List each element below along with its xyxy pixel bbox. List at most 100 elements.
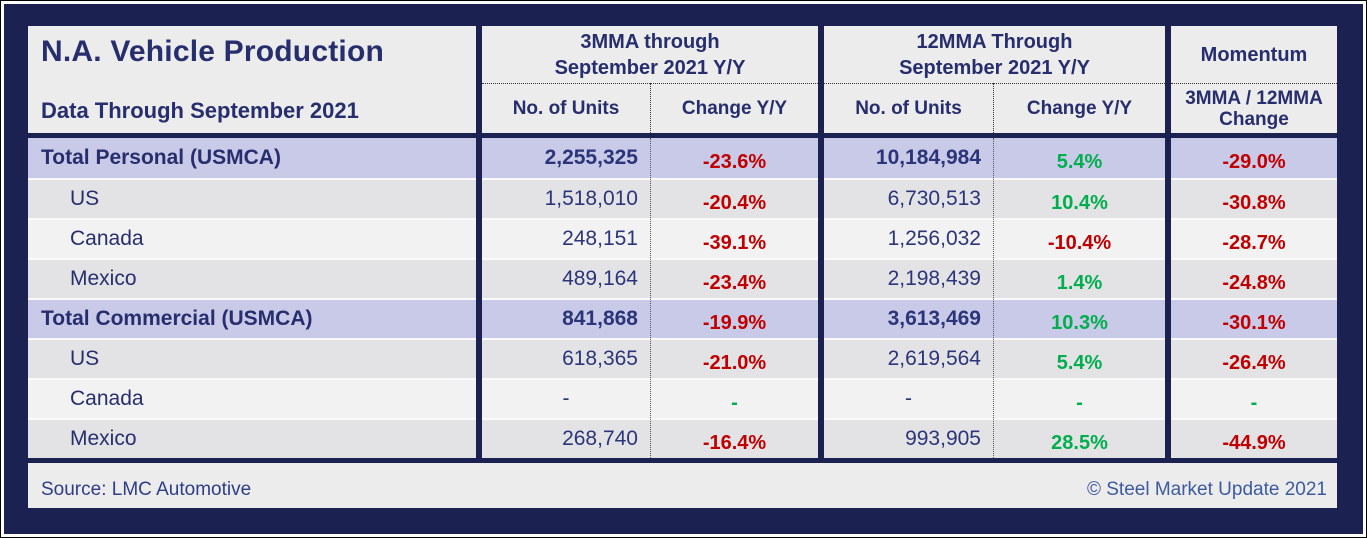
chg-3mma-cell: -23.4% bbox=[650, 258, 818, 298]
momentum-cell: - bbox=[1171, 378, 1337, 418]
momentum-cell: -29.0% bbox=[1171, 138, 1337, 178]
column-divider bbox=[1165, 138, 1171, 178]
column-divider bbox=[1165, 378, 1171, 418]
table-row: Canada 248,151 -39.1% 1,256,032 -10.4% -… bbox=[28, 218, 1337, 258]
chg-12mma-cell: 1.4% bbox=[993, 258, 1165, 298]
table-row: Canada - - - - - bbox=[28, 378, 1337, 418]
column-divider bbox=[476, 218, 482, 258]
column-divider bbox=[818, 418, 824, 458]
column-divider bbox=[1165, 178, 1171, 218]
column-divider bbox=[476, 178, 482, 218]
units-3mma-cell: 618,365 bbox=[482, 338, 650, 378]
table-footer: Source: LMC Automotive © Steel Market Up… bbox=[28, 463, 1337, 508]
column-divider bbox=[1165, 218, 1171, 258]
units-3mma-cell: 841,868 bbox=[482, 298, 650, 338]
units-12mma-cell: 10,184,984 bbox=[824, 138, 993, 178]
header-group-12mma: 12MMA Through September 2021 Y/Y bbox=[899, 30, 1090, 79]
column-divider bbox=[476, 258, 482, 298]
units-12mma-cell: 2,198,439 bbox=[824, 258, 993, 298]
column-divider bbox=[476, 338, 482, 378]
column-divider bbox=[818, 378, 824, 418]
chg-3mma-cell: -39.1% bbox=[650, 218, 818, 258]
chg-3mma-cell: -23.6% bbox=[650, 138, 818, 178]
row-label: Total Personal (USMCA) bbox=[28, 138, 476, 178]
momentum-cell: -30.1% bbox=[1171, 298, 1337, 338]
copyright-text: © Steel Market Update 2021 bbox=[1086, 479, 1327, 500]
table-row: Mexico 489,164 -23.4% 2,198,439 1.4% -24… bbox=[28, 258, 1337, 298]
units-3mma-cell: 268,740 bbox=[482, 418, 650, 458]
column-divider bbox=[818, 258, 824, 298]
table-header: N.A. Vehicle Production Data Through Sep… bbox=[28, 26, 1337, 133]
table-row: US 618,365 -21.0% 2,619,564 5.4% -26.4% bbox=[28, 338, 1337, 378]
column-divider bbox=[476, 138, 482, 178]
column-divider bbox=[476, 26, 482, 133]
momentum-cell: -26.4% bbox=[1171, 338, 1337, 378]
chg-3mma-cell: -16.4% bbox=[650, 418, 818, 458]
table-row: Total Personal (USMCA) 2,255,325 -23.6% … bbox=[28, 138, 1337, 178]
table-body: Total Personal (USMCA) 2,255,325 -23.6% … bbox=[28, 138, 1337, 458]
column-divider bbox=[1165, 418, 1171, 458]
column-divider bbox=[1165, 26, 1171, 133]
table-row: Total Commercial (USMCA) 841,868 -19.9% … bbox=[28, 298, 1337, 338]
units-3mma-cell: 489,164 bbox=[482, 258, 650, 298]
units-12mma-cell: 993,905 bbox=[824, 418, 993, 458]
chg-12mma-cell: -10.4% bbox=[993, 218, 1165, 258]
title-block: N.A. Vehicle Production Data Through Sep… bbox=[28, 26, 476, 133]
row-label: Canada bbox=[28, 378, 476, 418]
column-divider bbox=[818, 26, 824, 133]
footer-separator-line bbox=[28, 458, 1337, 463]
units-12mma-cell: 3,613,469 bbox=[824, 298, 993, 338]
chg-3mma-cell: -21.0% bbox=[650, 338, 818, 378]
header-change-12mma: Change Y/Y bbox=[993, 83, 1165, 133]
row-label: US bbox=[28, 338, 476, 378]
table-row: US 1,518,010 -20.4% 6,730,513 10.4% -30.… bbox=[28, 178, 1337, 218]
units-12mma-cell: 1,256,032 bbox=[824, 218, 993, 258]
row-label: Mexico bbox=[28, 258, 476, 298]
column-divider bbox=[818, 298, 824, 338]
momentum-cell: -24.8% bbox=[1171, 258, 1337, 298]
column-divider bbox=[476, 298, 482, 338]
header-momentum-change: 3MMA / 12MMA Change bbox=[1171, 83, 1337, 133]
chg-12mma-cell: 10.3% bbox=[993, 298, 1165, 338]
table-sheet: N.A. Vehicle Production Data Through Sep… bbox=[28, 26, 1337, 508]
source-text: Source: LMC Automotive bbox=[41, 479, 252, 500]
row-label: Canada bbox=[28, 218, 476, 258]
units-3mma-cell: 248,151 bbox=[482, 218, 650, 258]
header-group-momentum: Momentum bbox=[1200, 43, 1308, 66]
row-label: US bbox=[28, 178, 476, 218]
header-group-3mma: 3MMA through September 2021 Y/Y bbox=[554, 30, 746, 79]
table-row: Mexico 268,740 -16.4% 993,905 28.5% -44.… bbox=[28, 418, 1337, 458]
chg-12mma-cell: 5.4% bbox=[993, 138, 1165, 178]
column-divider bbox=[818, 338, 824, 378]
chg-3mma-cell: -19.9% bbox=[650, 298, 818, 338]
units-12mma-cell: 6,730,513 bbox=[824, 178, 993, 218]
column-divider bbox=[476, 418, 482, 458]
units-3mma-cell: - bbox=[482, 378, 650, 418]
chg-12mma-cell: 5.4% bbox=[993, 338, 1165, 378]
row-label: Mexico bbox=[28, 418, 476, 458]
chg-3mma-cell: -20.4% bbox=[650, 178, 818, 218]
momentum-cell: -30.8% bbox=[1171, 178, 1337, 218]
column-divider bbox=[818, 218, 824, 258]
momentum-cell: -44.9% bbox=[1171, 418, 1337, 458]
header-units-12mma: No. of Units bbox=[824, 83, 993, 133]
units-3mma-cell: 1,518,010 bbox=[482, 178, 650, 218]
column-divider bbox=[818, 138, 824, 178]
page-subtitle: Data Through September 2021 bbox=[41, 98, 359, 123]
chg-3mma-cell: - bbox=[650, 378, 818, 418]
units-12mma-cell: 2,619,564 bbox=[824, 338, 993, 378]
units-12mma-cell: - bbox=[824, 378, 993, 418]
chg-12mma-cell: 28.5% bbox=[993, 418, 1165, 458]
header-change-3mma: Change Y/Y bbox=[650, 83, 818, 133]
column-divider bbox=[1165, 258, 1171, 298]
header-units-3mma: No. of Units bbox=[482, 83, 650, 133]
navy-frame: N.A. Vehicle Production Data Through Sep… bbox=[4, 4, 1363, 534]
row-label: Total Commercial (USMCA) bbox=[28, 298, 476, 338]
column-divider bbox=[818, 178, 824, 218]
momentum-cell: -28.7% bbox=[1171, 218, 1337, 258]
chg-12mma-cell: 10.4% bbox=[993, 178, 1165, 218]
header-separator-line bbox=[28, 133, 1337, 138]
units-3mma-cell: 2,255,325 bbox=[482, 138, 650, 178]
page-title: N.A. Vehicle Production bbox=[41, 35, 384, 68]
